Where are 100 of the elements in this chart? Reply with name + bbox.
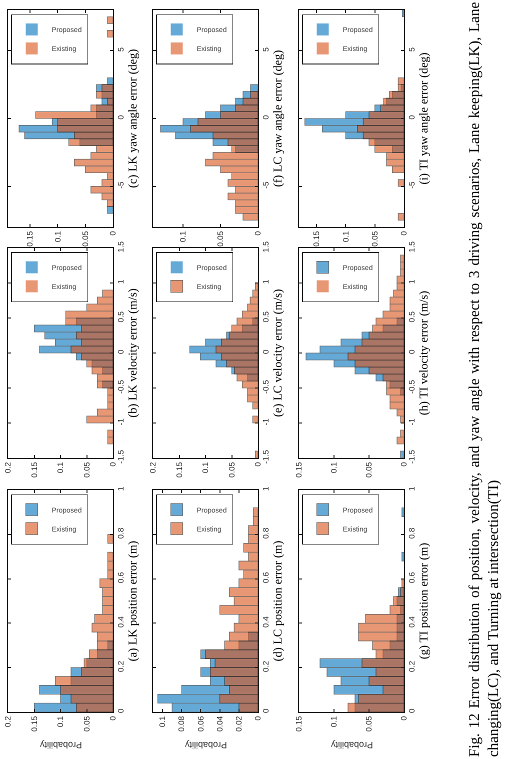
x-tick-label: 0.05 [216,230,226,247]
x-axis-title: Probability [330,740,373,750]
y-axis-title: (a) LK position error (m) [125,540,140,662]
x-tick-label: 0.1 [56,715,66,728]
x-tick-label: 0.1 [330,461,339,474]
x-tick-label: 0.2 [148,461,158,474]
x-tick-label: 0.02 [234,715,244,732]
y-tick-label: -1 [261,418,270,426]
x-tick-label: 0.1 [178,230,188,242]
y-tick-label: 0.2 [116,660,126,672]
caption: Fig. 12 Error distribution of position, velocity, and yaw angle with respect to 3 driving scenarios, Lane keeping(LK), Lane changing(LC), and Turning at intersection(TI) [466,2,503,757]
y-tick-label: 1.5 [407,240,416,252]
y-tick-label: -1.5 [261,449,270,464]
y-tick-label: 0 [116,114,126,120]
y-axis-title: (e) LC velocity error (m/s) [270,289,284,417]
y-tick-label: 1 [261,279,270,284]
x-tick-label: 0 [254,230,263,236]
x-tick-label: 0 [254,715,263,720]
x-tick-label: 0.15 [30,461,39,478]
y-tick-label: -1 [407,418,416,426]
y-tick-label: -0.5 [407,379,416,394]
y-tick-label: 1 [116,486,126,492]
x-tick-label: 0 [108,715,118,720]
y-tick-label: 0 [407,708,416,714]
x-tick-label: 0.1 [201,461,210,474]
x-tick-label: 0 [400,461,409,466]
y-tick-label: -5 [407,181,416,189]
y-tick-label: -5 [261,181,270,189]
y-tick-label: 0.8 [261,527,270,539]
x-tick-label: 0.05 [364,461,374,478]
x-tick-label: 0.05 [80,230,90,247]
y-tick-label: 1.5 [261,240,270,252]
y-tick-label: 5 [116,46,126,52]
y-tick-label: 0.6 [407,571,416,584]
x-tick-label: 0 [400,715,409,720]
x-tick-label: 0.15 [174,461,184,478]
y-axis-title: (g) TI position error (m) [416,542,430,660]
y-tick-label: 5 [261,46,270,52]
y-tick-label: 0 [261,708,270,714]
y-tick-label: 0 [407,349,416,354]
y-tick-label: 1 [261,486,270,492]
y-tick-label: -0.5 [116,379,126,394]
x-tick-label: 0 [400,230,409,236]
x-tick-label: 0.1 [330,715,339,728]
x-tick-label: 0.05 [370,230,380,247]
y-tick-label: 0.5 [116,310,126,322]
x-tick-label: 0 [254,461,263,466]
y-tick-label: 1 [407,279,416,284]
y-tick-label: 1.5 [116,240,126,252]
y-tick-label: 0.8 [116,527,126,539]
y-tick-label: 0.2 [407,660,416,672]
y-tick-label: 0 [261,349,270,354]
x-tick-label: 0.05 [364,715,374,732]
y-tick-label: 0 [116,349,126,354]
y-tick-label: -1.5 [407,449,416,464]
x-tick-label: 0.08 [177,715,186,732]
x-tick-label: 0.1 [53,230,62,242]
x-tick-label: 0.15 [294,461,304,478]
y-tick-label: -0.5 [261,379,270,394]
y-tick-label: 0.6 [261,571,270,584]
x-tick-label: 0.15 [26,230,35,247]
x-tick-label: 0.15 [294,715,304,732]
y-tick-label: 0.2 [261,660,270,672]
y-axis-title: (f) LC yaw angle error (deg) [270,50,284,187]
y-tick-label: 1 [407,486,416,492]
x-tick-label: 0.2 [4,461,13,474]
y-tick-label: 0 [116,708,126,714]
x-tick-label: 0.1 [56,461,66,474]
y-axis-title: (b) LK velocity error (m/s) [125,288,140,418]
x-axis-title: Probability [184,740,227,750]
y-tick-label: 0.4 [261,616,270,628]
y-tick-label: -1 [116,418,126,426]
y-axis-title: (i) TI yaw angle error (deg) [416,52,430,185]
y-axis-title: (d) LC position error (m) [270,540,284,662]
x-tick-label: 0.15 [30,715,39,732]
x-axis-title: Probability [39,740,82,750]
y-tick-label: 0.8 [407,527,416,539]
y-tick-label: -5 [116,181,126,189]
y-tick-label: 0.5 [261,310,270,322]
x-tick-label: 0.1 [341,230,350,242]
x-tick-label: 0.1 [158,715,168,728]
x-tick-label: 0 [108,461,118,466]
y-axis-title: (c) LK yaw angle error (deg) [125,49,140,188]
y-tick-label: 5 [407,46,416,52]
x-tick-label: 0 [108,230,118,236]
y-tick-label: 0.4 [407,616,416,628]
x-tick-label: 0.04 [215,715,224,732]
y-tick-label: 0 [261,114,270,120]
y-tick-label: -1.5 [116,449,126,464]
x-tick-label: 0.05 [82,461,92,478]
y-tick-label: 1 [116,279,126,284]
y-tick-label: 0.6 [116,571,126,584]
x-tick-label: 0.05 [227,461,236,478]
x-tick-label: 0.15 [312,230,322,247]
x-tick-label: 0.06 [196,715,206,732]
y-tick-label: 0.4 [116,616,126,628]
x-tick-label: 0.05 [82,715,92,732]
x-tick-label: 0.2 [4,715,13,728]
y-tick-label: 0 [407,114,416,120]
y-tick-label: 0.5 [407,310,416,322]
